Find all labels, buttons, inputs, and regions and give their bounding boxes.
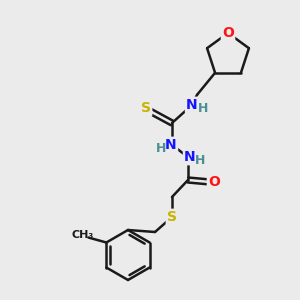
Text: O: O [208,175,220,189]
Text: H: H [195,154,205,167]
Text: S: S [141,101,151,115]
Text: N: N [186,98,198,112]
Text: N: N [184,150,196,164]
Text: CH₃: CH₃ [71,230,94,241]
Text: O: O [222,26,234,40]
Text: S: S [167,210,177,224]
Text: H: H [156,142,166,155]
Text: N: N [165,138,177,152]
Text: H: H [198,103,208,116]
